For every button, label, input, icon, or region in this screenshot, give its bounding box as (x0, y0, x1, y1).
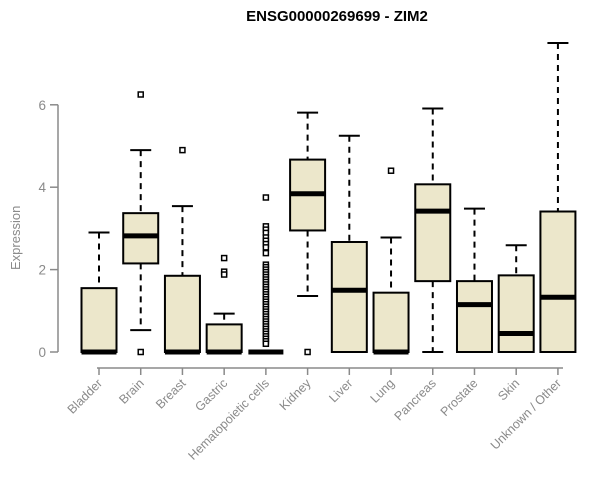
box-brain (122, 91, 160, 356)
x-tick-label: Breast (153, 376, 189, 412)
iqr-box (330, 240, 368, 353)
outlier-point (304, 348, 311, 356)
x-tick-label: Brain (116, 376, 147, 407)
x-tick-label: Bladder (65, 376, 105, 416)
box-bladder (80, 231, 118, 355)
box-liver (330, 134, 368, 353)
outlier-point (137, 348, 144, 356)
outlier-point (179, 146, 186, 154)
outlier-point (262, 340, 270, 348)
outlier-point (387, 167, 395, 174)
outlier-point (262, 244, 270, 251)
outlier-point (220, 271, 228, 278)
y-tick-label: 4 (38, 180, 46, 195)
iqr-box (539, 210, 577, 353)
box-pancreas (414, 107, 452, 353)
chart-title: ENSG00000269699 - ZIM2 (246, 8, 428, 25)
iqr-box (163, 274, 201, 353)
box-hematopoietic-cells (248, 194, 284, 355)
y-tick-label: 2 (38, 263, 46, 278)
x-tick-label: Unknown / Other (488, 376, 564, 452)
x-tick-label: Lung (368, 376, 398, 406)
box-unknown-other (539, 42, 577, 353)
iqr-box (372, 291, 410, 353)
iqr-box (497, 274, 535, 354)
x-tick-label: Skin (495, 376, 522, 403)
outlier-point (262, 249, 270, 257)
outlier-point (262, 194, 270, 201)
box-breast (163, 146, 201, 355)
x-tick-label: Prostate (438, 376, 481, 419)
y-tick-label: 0 (38, 345, 46, 360)
box-lung (372, 167, 410, 355)
box-prostate (455, 207, 493, 353)
outlier-point (220, 254, 228, 262)
x-tick-label: Hematopoietic cells (185, 376, 272, 463)
box-kidney (289, 111, 327, 356)
box-skin (497, 244, 535, 354)
y-tick-label: 6 (38, 98, 46, 113)
iqr-box (205, 323, 243, 353)
x-tick-label: Kidney (277, 376, 314, 413)
x-tick-label: Liver (326, 376, 355, 405)
x-tick-label: Gastric (192, 376, 230, 414)
x-tick-label: Pancreas (392, 376, 439, 423)
outlier-point (137, 91, 144, 98)
iqr-box (414, 183, 452, 283)
box-gastric (205, 254, 243, 355)
iqr-box (455, 280, 493, 353)
iqr-box (80, 287, 118, 354)
